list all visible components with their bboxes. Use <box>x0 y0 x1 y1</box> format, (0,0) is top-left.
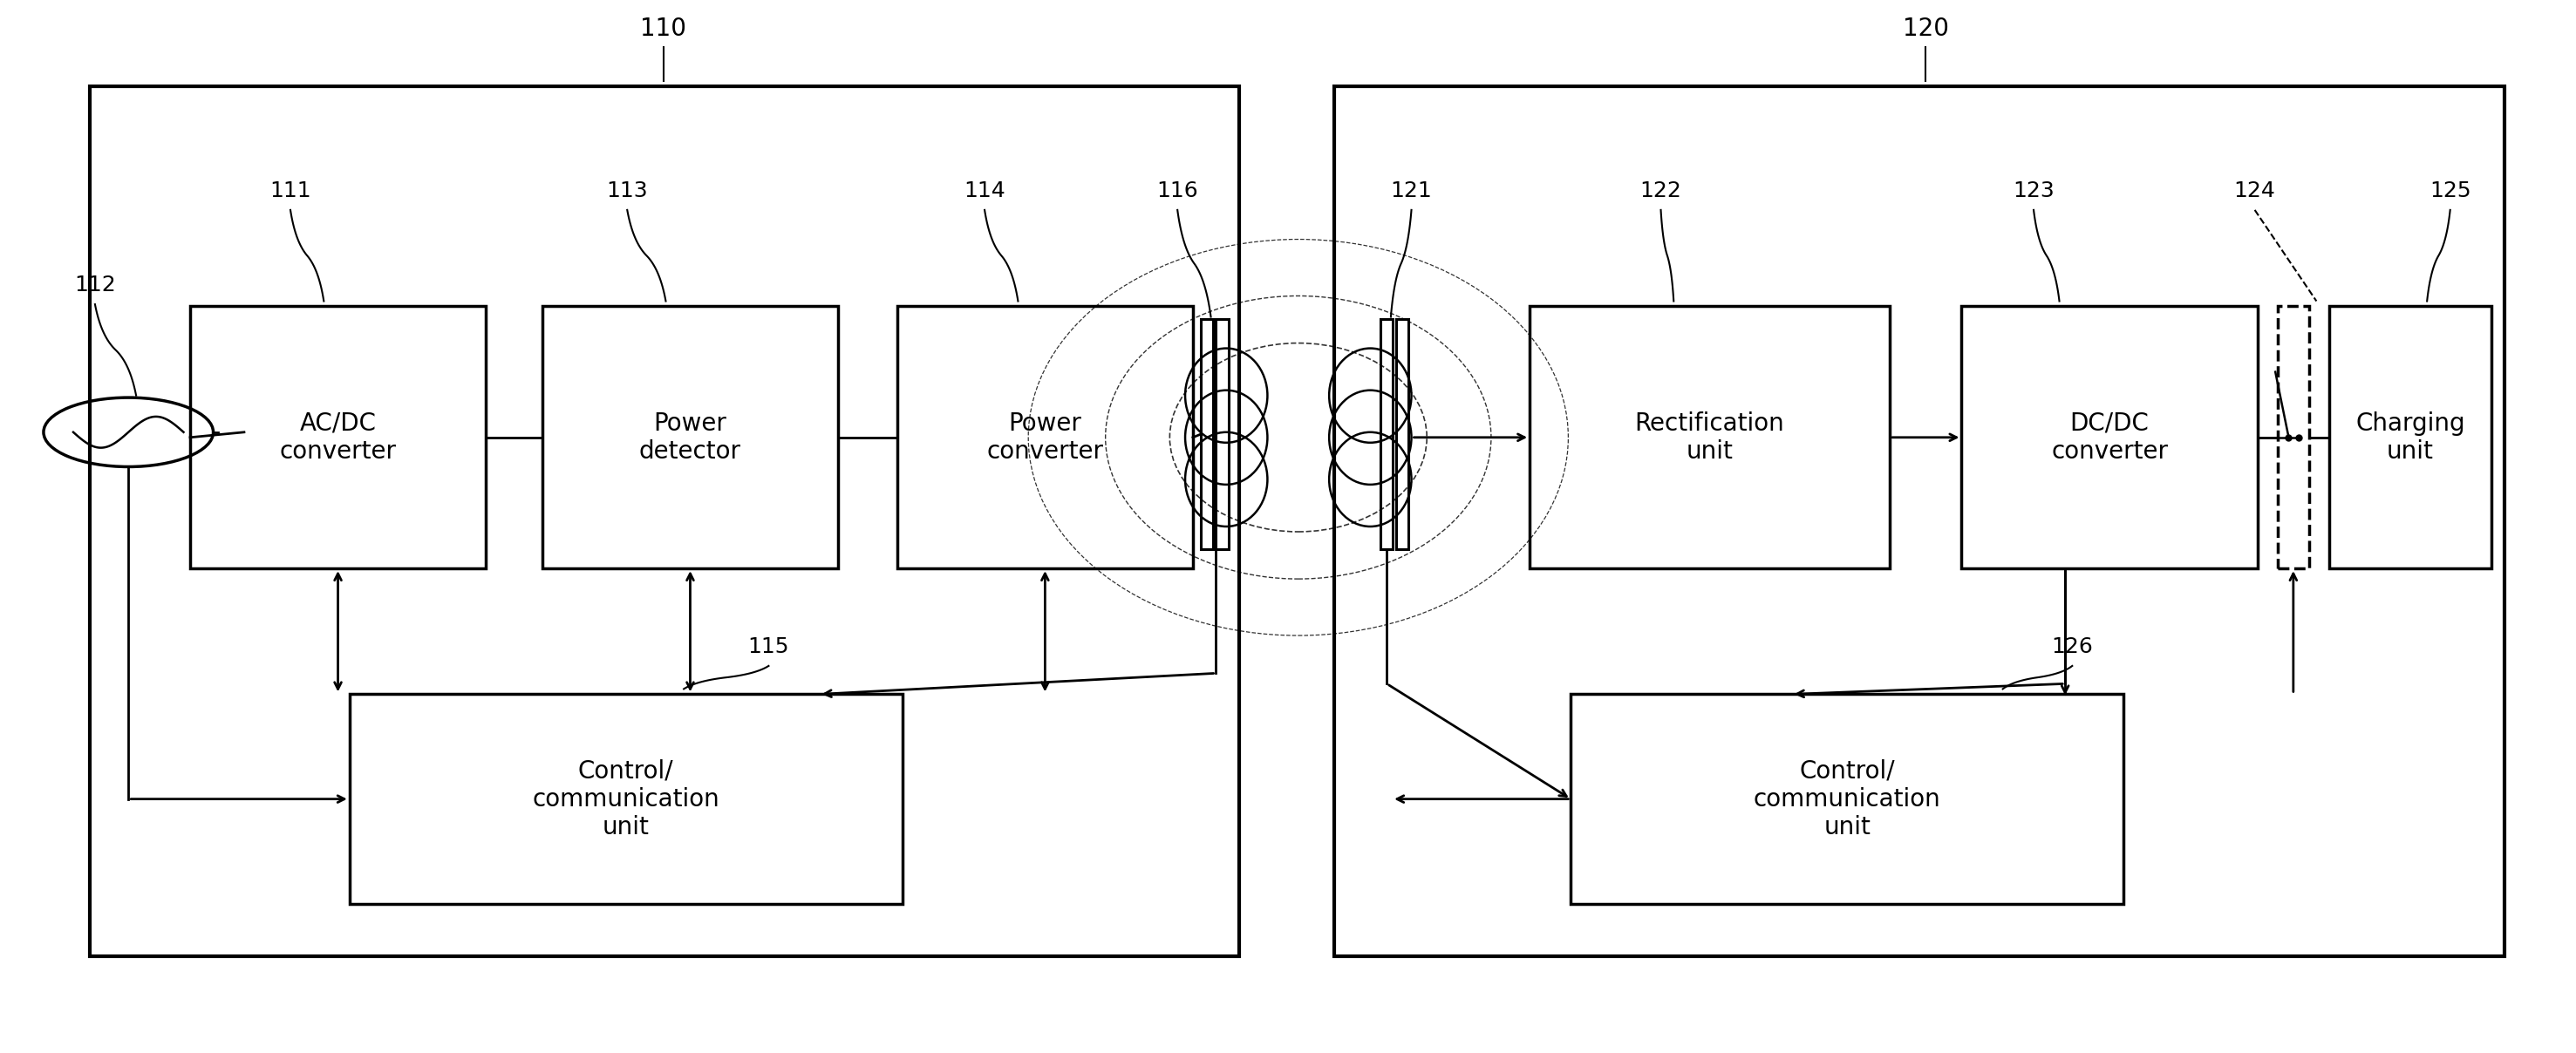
Text: Power
detector: Power detector <box>639 411 742 463</box>
Text: Rectification
unit: Rectification unit <box>1636 411 1785 463</box>
Bar <box>1963 306 2257 569</box>
Text: AC/DC
converter: AC/DC converter <box>281 411 397 463</box>
Bar <box>544 306 837 569</box>
Text: 121: 121 <box>1391 181 1432 201</box>
Text: 114: 114 <box>963 181 1005 201</box>
Bar <box>2329 306 2491 569</box>
Text: 111: 111 <box>270 181 312 201</box>
Text: 125: 125 <box>2429 181 2470 201</box>
Bar <box>896 306 1193 569</box>
Text: Charging
unit: Charging unit <box>2354 411 2465 463</box>
Bar <box>1200 319 1213 550</box>
Text: 113: 113 <box>605 181 649 201</box>
Bar <box>219 406 245 458</box>
Text: DC/DC
converter: DC/DC converter <box>2050 411 2169 463</box>
Text: 122: 122 <box>1641 181 1682 201</box>
Bar <box>1334 86 2504 956</box>
Bar <box>1381 319 1394 550</box>
Text: 124: 124 <box>2233 181 2275 201</box>
Bar <box>350 694 902 903</box>
Text: 112: 112 <box>75 275 116 296</box>
Bar <box>90 86 1239 956</box>
Bar <box>191 306 487 569</box>
Bar <box>2277 306 2308 569</box>
Text: 110: 110 <box>639 17 685 41</box>
Text: 120: 120 <box>1904 17 1950 41</box>
Text: Control/
communication
unit: Control/ communication unit <box>1754 758 1940 839</box>
Bar <box>1216 319 1229 550</box>
Text: Power
converter: Power converter <box>987 411 1103 463</box>
Bar <box>1396 319 1409 550</box>
Bar <box>1530 306 1891 569</box>
Text: 116: 116 <box>1157 181 1198 201</box>
Text: 126: 126 <box>2050 637 2094 657</box>
Bar <box>1571 694 2123 903</box>
Text: Control/
communication
unit: Control/ communication unit <box>533 758 719 839</box>
Text: 115: 115 <box>747 637 788 657</box>
Text: 123: 123 <box>2012 181 2056 201</box>
